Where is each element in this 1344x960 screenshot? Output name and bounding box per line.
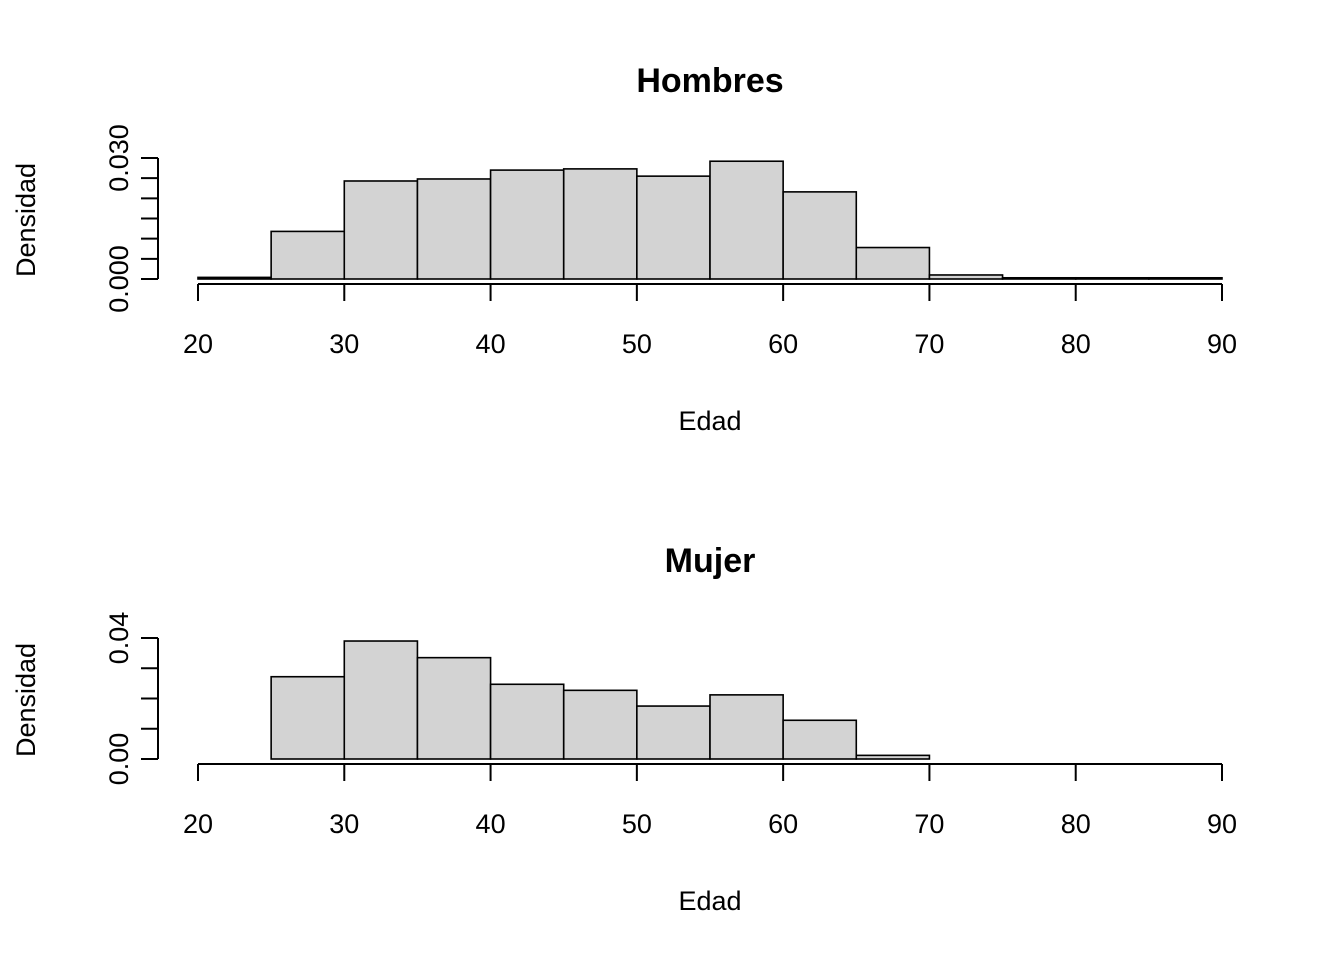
x-tick-label: 80 <box>1061 809 1091 839</box>
y-tick-label: 0.00 <box>104 733 134 786</box>
x-tick-label: 20 <box>183 329 213 359</box>
x-axis: 20 30 40 50 60 70 80 90 <box>183 283 1237 359</box>
histogram-mujer: Mujer Edad Densidad 20 30 40 50 60 70 80 90 0.0… <box>11 542 1237 916</box>
chart-title: Mujer <box>665 542 756 580</box>
x-tick-label: 60 <box>768 329 798 359</box>
histogram-bar <box>1074 276 1150 280</box>
x-tick-label: 30 <box>329 809 359 839</box>
histogram-bar <box>197 276 272 280</box>
y-axis-label: Densidad <box>11 163 41 277</box>
histogram-bar <box>709 694 784 760</box>
y-axis: 0.00 0.04 <box>104 612 159 786</box>
bars <box>270 640 931 760</box>
histogram-bar <box>709 160 784 280</box>
x-tick-label: 70 <box>914 329 944 359</box>
histogram-bar <box>855 754 931 760</box>
y-tick-label: 0.030 <box>104 124 134 192</box>
x-axis-label: Edad <box>678 406 741 436</box>
x-tick-label: 90 <box>1207 329 1237 359</box>
x-axis-label: Edad <box>678 886 741 916</box>
histogram-hombres: Hombres Edad Densidad 20 30 40 50 60 70 80 90 0… <box>11 62 1237 436</box>
y-axis-label: Densidad <box>11 643 41 757</box>
histogram-bar <box>855 246 931 280</box>
x-tick-label: 30 <box>329 329 359 359</box>
histogram-bar <box>343 640 419 760</box>
histogram-bar <box>270 675 346 760</box>
histogram-bar <box>782 719 858 760</box>
histogram-bar <box>636 705 711 760</box>
histogram-bar <box>270 230 346 280</box>
histogram-bar <box>1001 276 1077 280</box>
x-tick-label: 40 <box>476 329 506 359</box>
x-tick-label: 20 <box>183 809 213 839</box>
y-tick-label: 0.04 <box>104 612 134 665</box>
bars <box>197 160 1223 280</box>
histogram-bar <box>343 180 419 280</box>
chart-title: Hombres <box>636 62 783 100</box>
histogram-bar <box>562 689 638 760</box>
histogram-bar <box>489 169 565 280</box>
x-tick-label: 50 <box>622 329 652 359</box>
histogram-bar <box>928 274 1004 280</box>
x-tick-label: 60 <box>768 809 798 839</box>
histogram-bar <box>1148 276 1223 280</box>
x-tick-label: 90 <box>1207 809 1237 839</box>
x-axis: 20 30 40 50 60 70 80 90 <box>183 763 1237 839</box>
x-tick-label: 80 <box>1061 329 1091 359</box>
histogram-bar <box>416 178 492 280</box>
histogram-bar <box>489 683 565 760</box>
histogram-bar <box>782 191 858 280</box>
histogram-bar <box>416 656 492 760</box>
x-tick-label: 70 <box>914 809 944 839</box>
x-tick-label: 50 <box>622 809 652 839</box>
y-axis: 0.000 0.030 <box>104 124 159 313</box>
histogram-bar <box>636 175 711 280</box>
histogram-bar <box>562 168 638 280</box>
y-tick-label: 0.000 <box>104 245 134 313</box>
x-tick-label: 40 <box>476 809 506 839</box>
